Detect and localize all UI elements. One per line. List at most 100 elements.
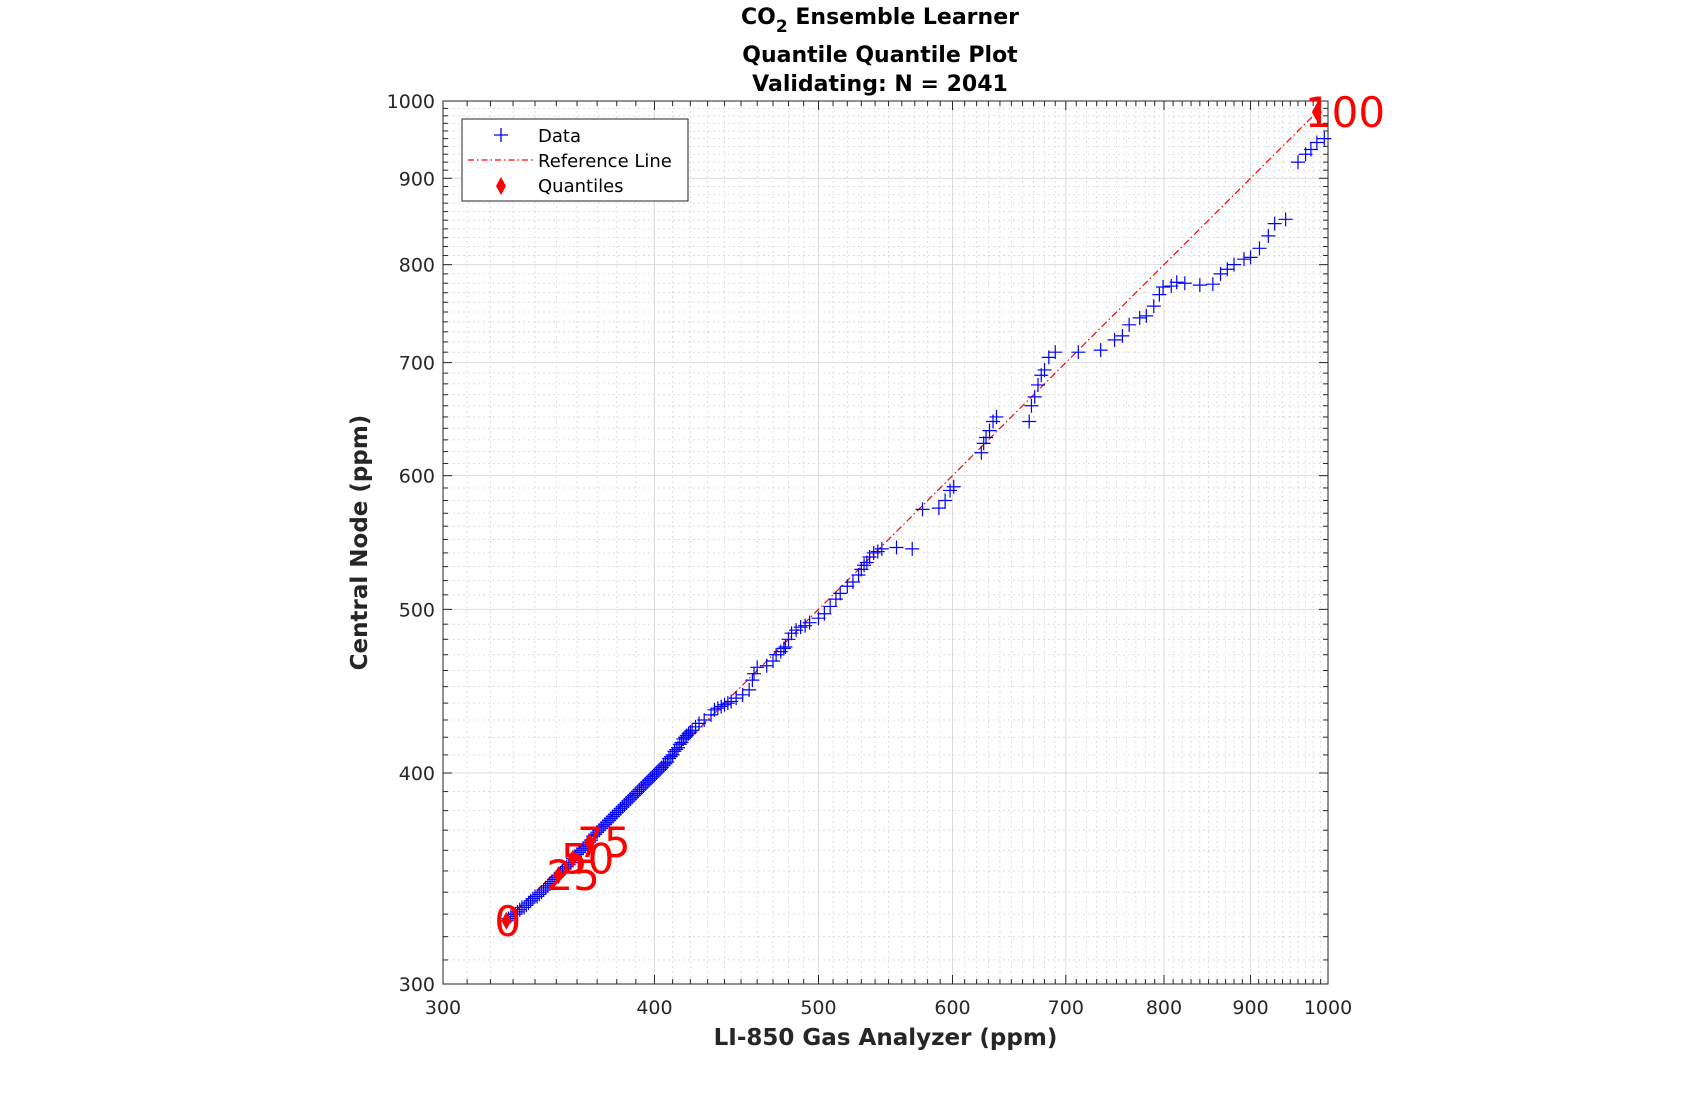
data-point [594, 821, 609, 836]
data-point [915, 502, 930, 517]
data-point [1243, 250, 1258, 265]
x-axis-label: LI-850 Gas Analyzer (ppm) [714, 1025, 1058, 1051]
chart-title-line3: Validating: N = 2041 [752, 72, 1008, 97]
data-point [626, 788, 641, 803]
y-tick-label: 1000 [387, 91, 435, 113]
legend-item-quantiles: Quantiles [496, 176, 624, 197]
data-point [851, 567, 866, 582]
data-point [607, 807, 622, 822]
data-point [905, 541, 920, 556]
data-point [1290, 155, 1305, 170]
data-point [1107, 332, 1122, 347]
data-point [889, 540, 904, 555]
plot-area-border [442, 100, 1329, 985]
data-point [1164, 279, 1179, 294]
data-point [766, 654, 781, 669]
data-point [1048, 345, 1063, 360]
data-point [656, 758, 671, 773]
quantile-marker [1311, 103, 1322, 122]
data-point [662, 751, 677, 766]
data-point [1115, 328, 1130, 343]
y-tick-label: 400 [399, 763, 435, 785]
data-point [617, 797, 632, 812]
x-tick-label: 1000 [1304, 997, 1352, 1019]
data-point [1205, 277, 1220, 292]
data-point [845, 575, 860, 590]
data-point [652, 762, 667, 777]
title-subscript: 2 [776, 17, 788, 37]
x-tick-label: 300 [425, 997, 461, 1019]
data-point [647, 767, 662, 782]
data-point [1156, 279, 1171, 294]
data-point [707, 702, 722, 717]
data-point [663, 749, 678, 764]
data-point [636, 778, 651, 793]
data-point [802, 615, 817, 630]
data-point [609, 805, 624, 820]
data-point [1177, 276, 1192, 291]
x-tick-label: 700 [1048, 997, 1084, 1019]
data-point [1139, 308, 1154, 323]
data-point [641, 773, 656, 788]
x-tick-label: 500 [800, 997, 836, 1019]
data-point [1071, 345, 1086, 360]
data-point [833, 586, 848, 601]
data-point [588, 827, 603, 842]
data-point [823, 599, 838, 614]
data-point [817, 606, 832, 621]
data-point [1132, 310, 1147, 325]
data-point [746, 666, 761, 681]
data-point [857, 558, 872, 573]
data-point [1192, 278, 1207, 293]
data-point [1309, 135, 1324, 150]
data-point [1227, 257, 1242, 272]
data-point [603, 811, 618, 826]
title-co: CO [741, 5, 776, 30]
data-point [665, 747, 680, 762]
data-point [1034, 368, 1049, 383]
data-point [1252, 241, 1267, 256]
data-point [649, 766, 664, 781]
data-point [628, 786, 643, 801]
legend-item-reference-line: Reference Line [468, 151, 672, 172]
data-point [1236, 252, 1251, 267]
data-point [946, 479, 961, 494]
y-tick-labels: 300 400 500 600 700 800 900 1000 [387, 91, 435, 996]
data-point [989, 409, 1004, 424]
legend: Data Reference Line Quantiles [461, 118, 689, 202]
data-point [619, 795, 634, 810]
quantile-marker [567, 849, 578, 868]
data-point [931, 501, 946, 516]
y-tick-label: 600 [399, 466, 435, 488]
data-point [974, 445, 989, 460]
data-point [1027, 389, 1042, 404]
data-point [1261, 228, 1276, 243]
data-point [1267, 216, 1282, 231]
data-point [1031, 377, 1045, 392]
data-point [1093, 343, 1108, 358]
data-point [1169, 275, 1184, 290]
data-point [592, 823, 607, 838]
quantile-label: 75 [577, 818, 630, 867]
data-point [660, 755, 675, 770]
data-point [605, 809, 620, 824]
data-point [600, 815, 615, 830]
data-point [781, 632, 796, 647]
data-point [623, 792, 638, 807]
quantile-marker [501, 911, 512, 930]
data-point [1278, 212, 1293, 227]
data-point [778, 639, 793, 654]
data-point [645, 769, 660, 784]
data-point [611, 803, 626, 818]
quantile-marker [584, 833, 595, 852]
data-point [613, 801, 628, 816]
legend-label-quantiles: Quantiles [538, 176, 624, 197]
data-point [717, 697, 732, 712]
data-point [601, 813, 616, 828]
data-point [1303, 142, 1318, 157]
x-tick-label: 900 [1232, 997, 1268, 1019]
chart-title-line1: CO2 Ensemble Learner [741, 5, 1019, 37]
